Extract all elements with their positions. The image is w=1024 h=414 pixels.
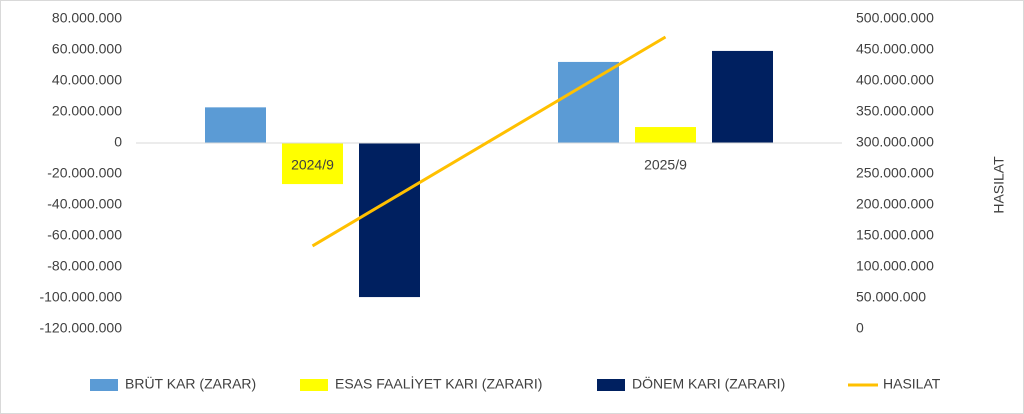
y2-tick-label: 0 [856, 320, 864, 336]
y-tick-label: -40.000.000 [47, 196, 122, 212]
bar [635, 127, 696, 143]
y-tick-label: -60.000.000 [47, 227, 122, 243]
y-tick-label: -100.000.000 [39, 289, 122, 305]
y-tick-label: 40.000.000 [52, 72, 122, 88]
legend-label: BRÜT KAR (ZARAR) [125, 375, 256, 392]
bar [712, 50, 773, 143]
y-tick-label: 0 [114, 134, 122, 150]
bar [558, 61, 619, 144]
y2-axis-label: HASILAT [991, 156, 1007, 214]
y-tick-label: 20.000.000 [52, 103, 122, 119]
y-tick-label: -80.000.000 [47, 258, 122, 274]
bar [282, 143, 343, 185]
legend-swatch [300, 379, 328, 391]
bar [205, 107, 266, 143]
y2-tick-label: 100.000.000 [856, 258, 934, 274]
y2-tick-label: 350.000.000 [856, 103, 934, 119]
y2-tick-label: 50.000.000 [856, 289, 926, 305]
x-tick-label: 2024/9 [291, 157, 334, 173]
y2-tick-label: 200.000.000 [856, 196, 934, 212]
y2-tick-label: 500.000.000 [856, 10, 934, 26]
legend-swatch [597, 379, 625, 391]
legend-swatch [90, 379, 118, 391]
y2-tick-label: 150.000.000 [856, 227, 934, 243]
y-tick-label: -20.000.000 [47, 165, 122, 181]
y2-tick-label: 250.000.000 [856, 165, 934, 181]
y2-tick-label: 300.000.000 [856, 134, 934, 150]
legend-label: HASILAT [883, 376, 941, 392]
y-tick-label: -120.000.000 [39, 320, 122, 336]
y2-tick-label: 400.000.000 [856, 72, 934, 88]
y2-tick-label: 450.000.000 [856, 41, 934, 57]
legend-label: DÖNEM KARI (ZARARI) [632, 375, 785, 392]
y-tick-label: 80.000.000 [52, 10, 122, 26]
x-tick-label: 2025/9 [644, 157, 687, 173]
bar [359, 143, 420, 298]
y-tick-label: 60.000.000 [52, 41, 122, 57]
line-series [311, 35, 667, 248]
legend-label: ESAS FAALİYET KARI (ZARARI) [335, 375, 542, 392]
